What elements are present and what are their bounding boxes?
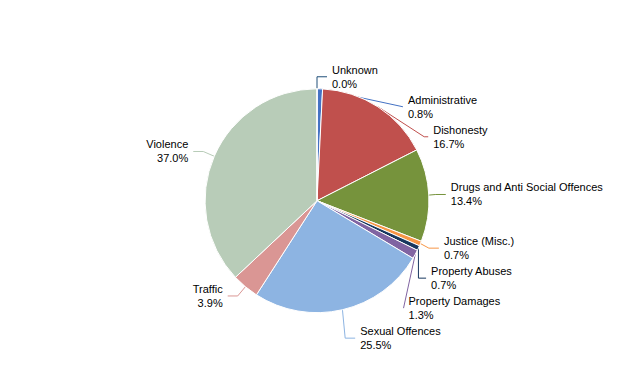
- svg-text:Dishonesty: Dishonesty: [433, 124, 488, 136]
- svg-text:Drugs and Anti Social Offences: Drugs and Anti Social Offences: [451, 181, 604, 193]
- svg-text:0.7%: 0.7%: [444, 249, 469, 261]
- svg-text:13.4%: 13.4%: [451, 195, 482, 207]
- svg-text:Property Damages: Property Damages: [409, 295, 501, 307]
- svg-text:0.7%: 0.7%: [431, 279, 456, 291]
- svg-text:1.3%: 1.3%: [409, 309, 434, 321]
- svg-text:25.5%: 25.5%: [360, 339, 391, 351]
- svg-text:Property Abuses: Property Abuses: [431, 265, 512, 277]
- svg-text:Justice (Misc.): Justice (Misc.): [444, 235, 514, 247]
- svg-text:3.9%: 3.9%: [198, 297, 223, 309]
- svg-text:16.7%: 16.7%: [433, 138, 464, 150]
- svg-text:0.0%: 0.0%: [332, 78, 357, 90]
- svg-text:Unknown: Unknown: [332, 64, 378, 76]
- svg-text:Sexual Offences: Sexual Offences: [360, 325, 441, 337]
- svg-text:Violence: Violence: [146, 138, 188, 150]
- svg-text:Traffic: Traffic: [193, 283, 223, 295]
- svg-text:37.0%: 37.0%: [157, 152, 188, 164]
- svg-text:Administrative: Administrative: [408, 94, 477, 106]
- svg-text:0.8%: 0.8%: [408, 108, 433, 120]
